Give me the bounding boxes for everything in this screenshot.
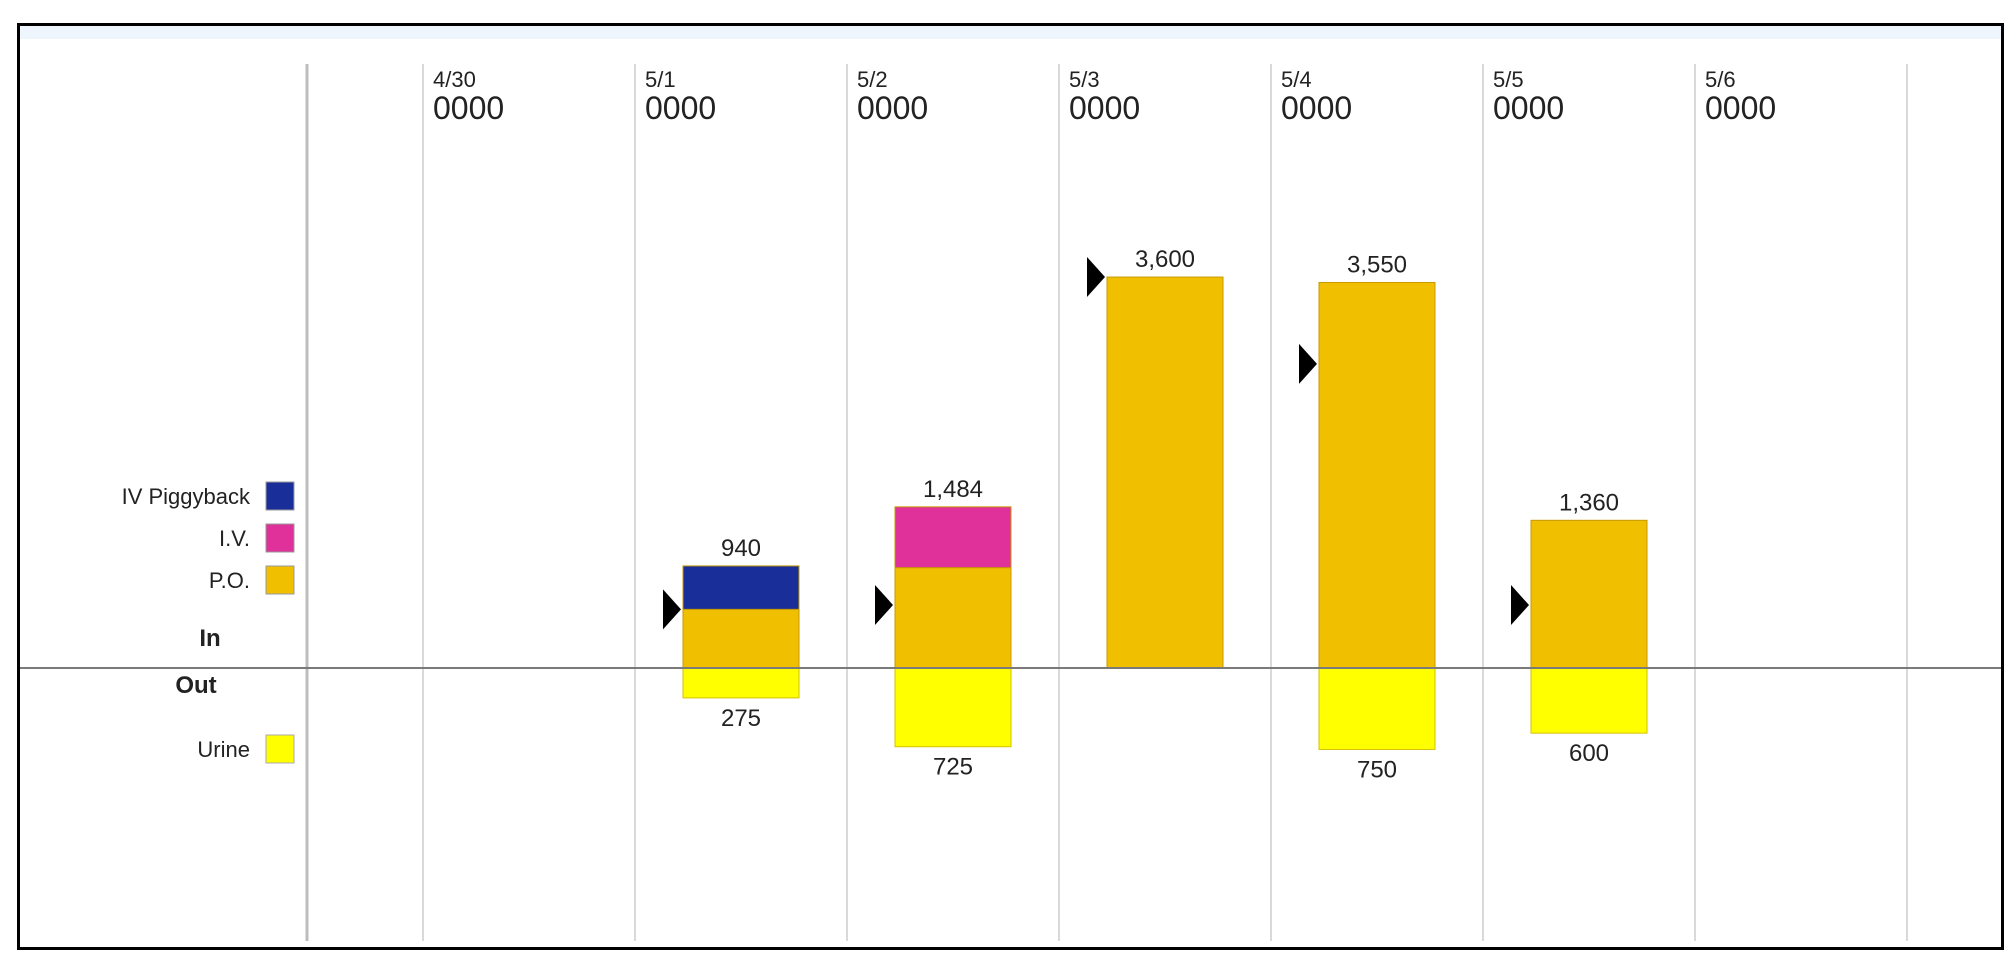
legend-swatch <box>265 734 295 764</box>
legend-label: IV Piggyback <box>122 484 251 509</box>
tick-label-time: 0000 <box>1069 90 1140 126</box>
data-label-out: 750 <box>1357 756 1397 783</box>
top-strip <box>20 26 2001 39</box>
bar-out-urine <box>894 667 1012 748</box>
legend-swatch <box>265 481 295 511</box>
data-label-in: 940 <box>721 535 761 562</box>
bar-in-p-o- <box>1106 276 1224 669</box>
bar-in-p-o- <box>894 567 1012 669</box>
marker-triangle <box>1087 257 1105 298</box>
tick-label-date: 5/3 <box>1069 67 1100 92</box>
data-label-out: 275 <box>721 705 761 732</box>
chart-frame: 4/30 0000 5/1 0000 5/2 0000 5/3 0000 5/4 0000 5/5 0… <box>17 23 2004 950</box>
legend-label: I.V. <box>219 526 250 551</box>
tick-label-date: 5/1 <box>645 67 676 92</box>
tick-label-time: 0000 <box>1705 90 1776 126</box>
marker-triangle <box>875 585 893 626</box>
data-label-in: 1,360 <box>1559 489 1619 516</box>
tick-label-time: 0000 <box>857 90 928 126</box>
out-label: Out <box>175 672 216 699</box>
tick-label-date: 5/6 <box>1705 67 1736 92</box>
bar-in-p-o- <box>682 608 800 669</box>
bar-out-urine <box>682 667 800 699</box>
bar-in-p-o- <box>1318 281 1436 669</box>
legend-label: P.O. <box>209 568 250 593</box>
tick-label-date: 5/4 <box>1281 67 1312 92</box>
data-label-in: 1,484 <box>923 476 983 503</box>
intake-output-chart: 4/3000005/100005/200005/300005/400005/50… <box>20 64 2001 941</box>
data-label-out: 600 <box>1569 740 1609 767</box>
legend-swatch <box>265 565 295 595</box>
bar-out-urine <box>1318 667 1436 750</box>
marker-triangle <box>1511 585 1529 626</box>
tick-label-date: 4/30 <box>433 67 476 92</box>
legend-label: Urine <box>197 737 250 762</box>
marker-triangle <box>663 589 681 630</box>
bar-in-p-o- <box>1530 519 1648 669</box>
tick-label-date: 5/5 <box>1493 67 1524 92</box>
tick-label-time: 0000 <box>1493 90 1564 126</box>
data-label-out: 725 <box>933 754 973 781</box>
data-label-in: 3,550 <box>1347 251 1407 278</box>
tick-label-time: 0000 <box>433 90 504 126</box>
tick-label-date: 5/2 <box>857 67 888 92</box>
bar-in-iv-piggyback <box>682 565 800 610</box>
bar-out-urine <box>1530 667 1648 734</box>
in-label: In <box>199 625 220 652</box>
tick-label-time: 0000 <box>645 90 716 126</box>
tick-label-time: 0000 <box>1281 90 1352 126</box>
legend-swatch <box>265 523 295 553</box>
data-label-in: 3,600 <box>1135 246 1195 273</box>
marker-triangle <box>1299 343 1317 384</box>
bar-in-i-v- <box>894 506 1012 569</box>
